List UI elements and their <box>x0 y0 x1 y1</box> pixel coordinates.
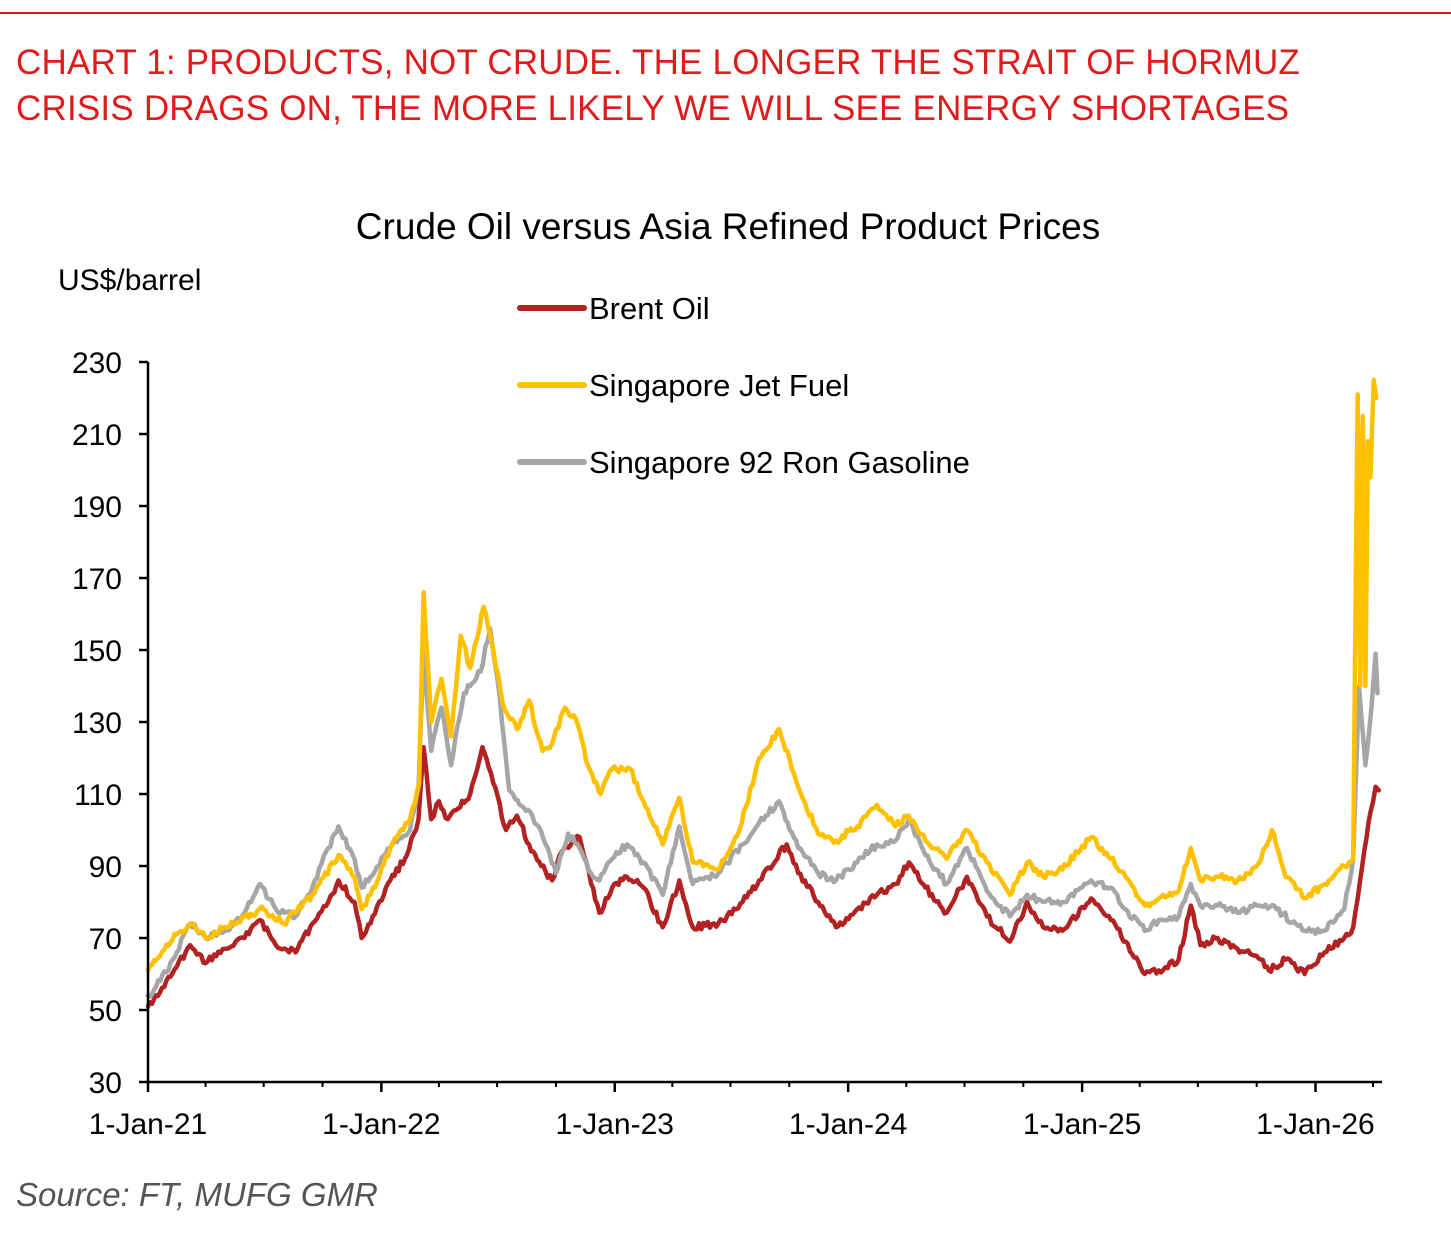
x-tick-label: 1-Jan-23 <box>556 1108 674 1141</box>
x-tick-label: 1-Jan-22 <box>322 1108 440 1141</box>
y-tick-label: 210 <box>72 419 122 452</box>
source-note: Source: FT, MUFG GMR <box>16 1176 378 1213</box>
y-tick-label: 150 <box>72 635 122 668</box>
headline-line-1: CHART 1: PRODUCTS, NOT CRUDE. THE LONGER… <box>16 43 1301 82</box>
series-line-1 <box>145 377 1379 973</box>
x-tick-label: 1-Jan-21 <box>89 1108 207 1141</box>
y-tick-label: 90 <box>89 851 122 884</box>
series-line-2 <box>145 626 1380 999</box>
y-tick-label: 70 <box>89 923 122 956</box>
y-tick-label: 230 <box>72 347 122 380</box>
y-tick-label: 50 <box>89 995 122 1028</box>
legend-label: Brent Oil <box>589 291 710 326</box>
y-tick-label: 190 <box>72 491 122 524</box>
headline-line-2: CRISIS DRAGS ON, THE MORE LIKELY WE WILL… <box>16 89 1290 128</box>
x-tick-label: 1-Jan-26 <box>1256 1108 1374 1141</box>
x-tick-label: 1-Jan-24 <box>789 1108 907 1141</box>
top-rule <box>0 12 1451 14</box>
series-lines <box>145 377 1382 1009</box>
series-line-0 <box>145 744 1382 1009</box>
chart-title: Crude Oil versus Asia Refined Product Pr… <box>356 206 1100 247</box>
page-headline: CHART 1: PRODUCTS, NOT CRUDE. THE LONGER… <box>16 40 1436 132</box>
y-tick-label: 30 <box>89 1067 122 1100</box>
y-tick-label: 130 <box>72 707 122 740</box>
x-tick-label: 1-Jan-25 <box>1023 1108 1141 1141</box>
y-tick-label: 170 <box>72 563 122 596</box>
y-axis-label: US$/barrel <box>58 264 201 297</box>
legend-label: Singapore 92 Ron Gasoline <box>589 445 970 480</box>
legend: Brent Oil Singapore Jet Fuel Singapore 92 … <box>517 291 970 480</box>
axes: 30 50 70 90 110 130 150 170 190 210 230 1-Jan-21 1-J… <box>72 347 1382 1141</box>
legend-label: Singapore Jet Fuel <box>589 368 849 403</box>
y-tick-label: 110 <box>74 779 122 812</box>
